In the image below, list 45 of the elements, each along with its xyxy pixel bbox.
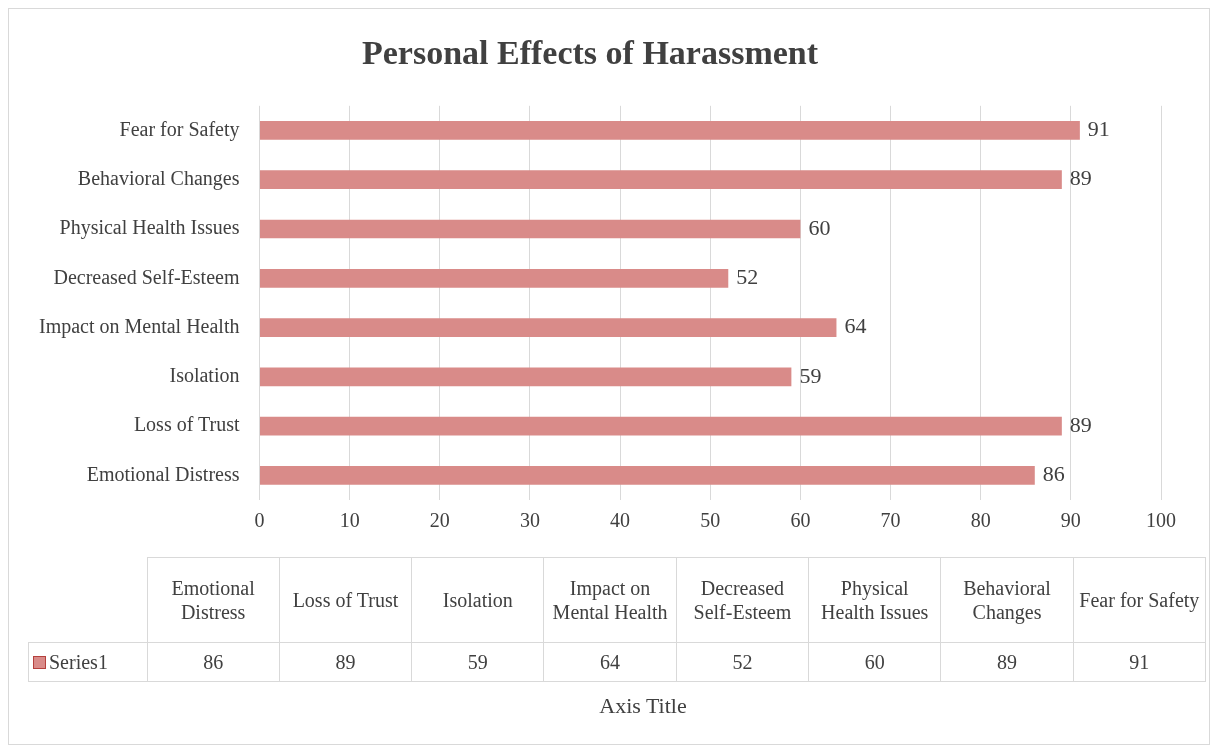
x-tick-label: 30 xyxy=(519,509,540,532)
y-tick-label: Behavioral Changes xyxy=(77,166,240,190)
chart-title: Personal Effects of Harassment xyxy=(361,34,819,72)
x-tick-label: 40 xyxy=(610,509,631,532)
y-tick-label: Physical Health Issues xyxy=(59,216,240,240)
x-tick-label: 0 xyxy=(254,509,265,532)
y-tick-label: Emotional Distress xyxy=(86,462,240,485)
category-label: Impact on Mental Health xyxy=(552,577,668,623)
y-tick-label: Decreased Self-Esteem xyxy=(53,265,240,288)
text: 91 xyxy=(1073,642,1206,682)
x-tick-label: 50 xyxy=(700,509,721,532)
y-tick-label: Fear for Safety xyxy=(119,117,240,141)
text: 60 xyxy=(808,642,941,682)
text: 52 xyxy=(676,642,809,682)
y-tick-label: Loss of Trust xyxy=(133,413,240,436)
data-label: 91 xyxy=(1087,116,1110,142)
text: 59 xyxy=(411,642,544,682)
data-label: 64 xyxy=(844,313,867,339)
y-tick-label: Impact on Mental Health xyxy=(38,314,240,338)
category-label: Isolation xyxy=(442,589,513,611)
data-label: 60 xyxy=(808,214,831,240)
x-tick-label: 10 xyxy=(339,509,360,532)
text: Axis Title xyxy=(598,693,688,719)
x-tick-label: 70 xyxy=(880,509,901,532)
data-label: 89 xyxy=(1069,411,1092,437)
x-tick-label: 80 xyxy=(970,509,991,532)
x-tick-label: 90 xyxy=(1060,509,1081,532)
x-tick-label: 60 xyxy=(790,509,811,532)
data-label: 86 xyxy=(1042,461,1065,487)
legend-label: Series1 xyxy=(28,642,147,682)
data-label: 52 xyxy=(736,264,759,290)
text: 86 xyxy=(147,642,280,682)
y-tick-label: Isolation xyxy=(169,364,240,387)
text: 89 xyxy=(279,642,412,682)
x-tick-label: 20 xyxy=(429,509,450,532)
category-label: Decreased Self-Esteem xyxy=(693,577,792,623)
x-tick-label: 100 xyxy=(1146,509,1176,532)
category-label: Physical Health Issues xyxy=(821,577,929,623)
text: 64 xyxy=(543,642,677,682)
text: 89 xyxy=(940,642,1074,682)
data-label: 89 xyxy=(1069,165,1092,191)
category-label: Loss of Trust xyxy=(292,589,399,611)
data-label: 59 xyxy=(799,362,822,388)
category-label: Fear for Safety xyxy=(1079,589,1200,611)
category-label: Behavioral Changes xyxy=(963,577,1051,623)
